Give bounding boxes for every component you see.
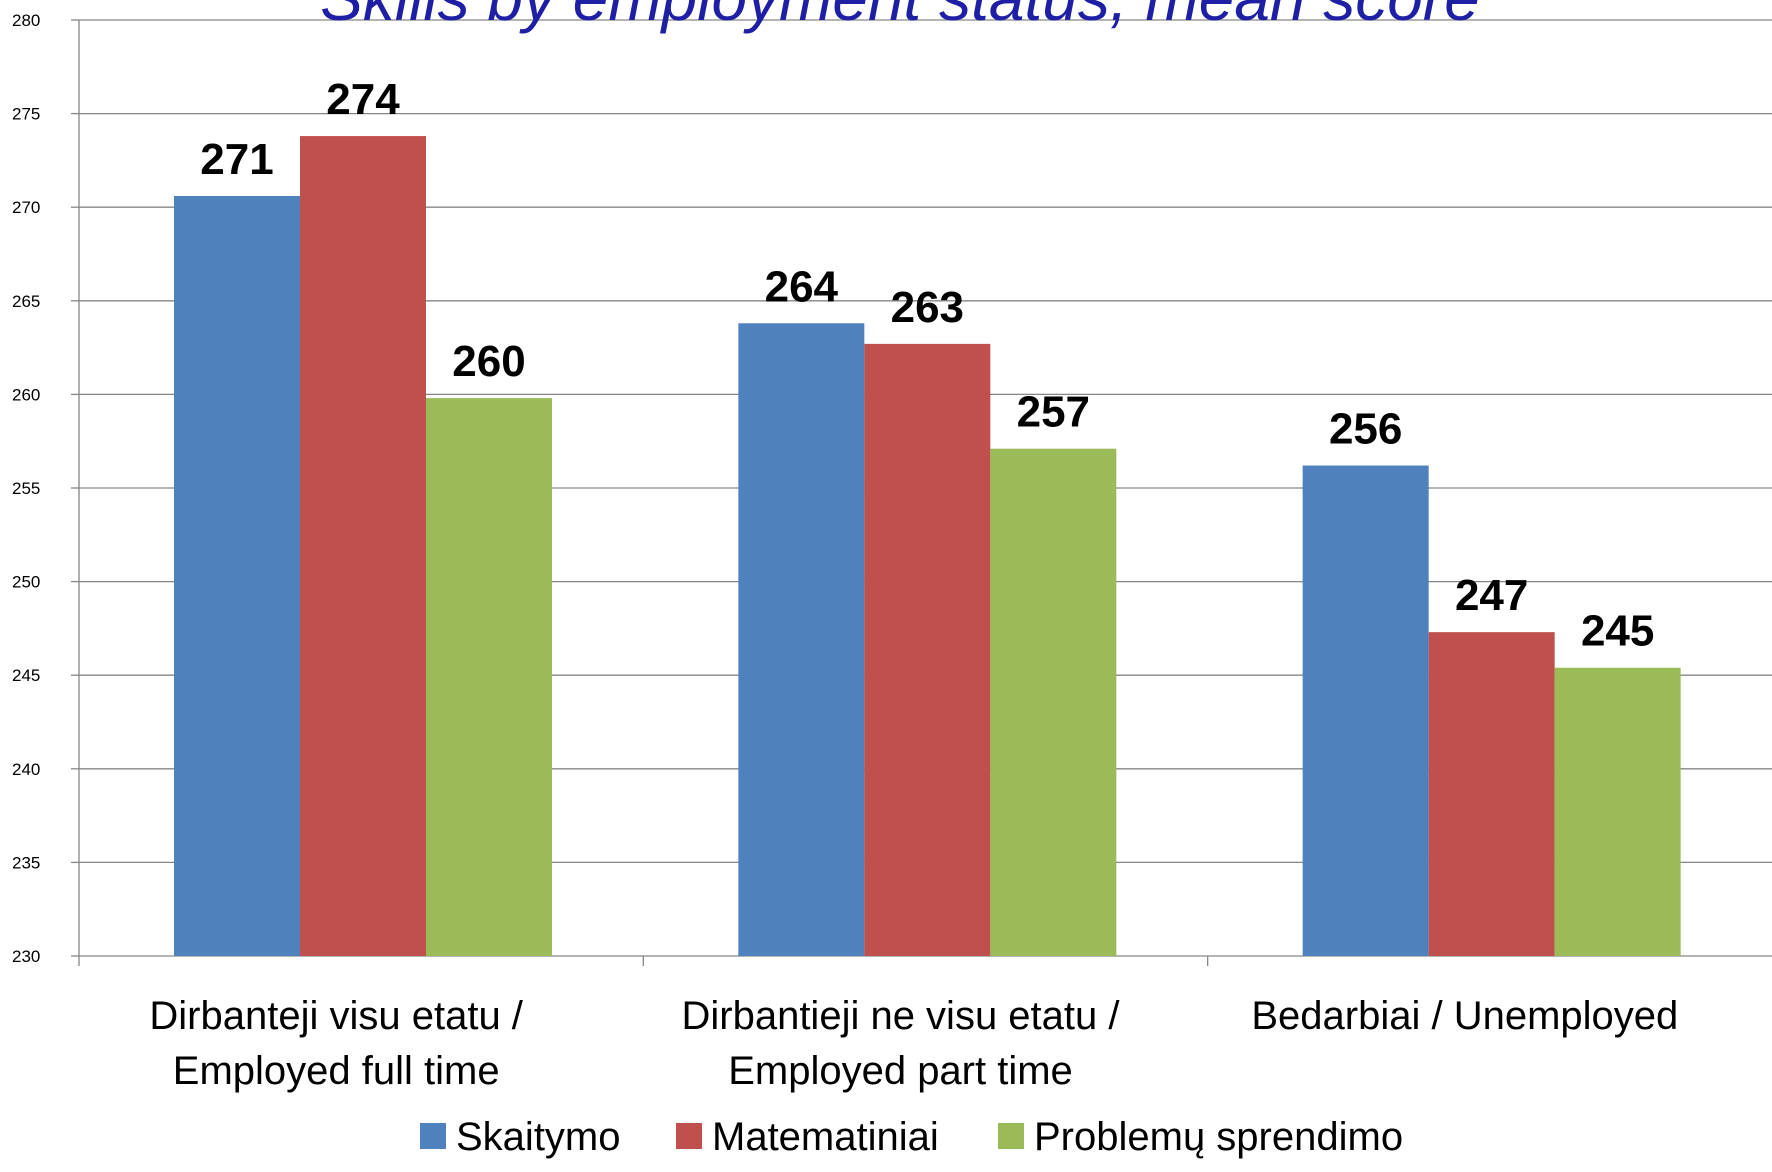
legend-label: Matematiniai bbox=[712, 1115, 939, 1159]
bar bbox=[738, 323, 865, 956]
bar bbox=[990, 448, 1117, 956]
data-label: 271 bbox=[200, 135, 273, 184]
chart-title: Skills by employment status, mean score bbox=[320, 0, 1480, 34]
y-tick-label: 270 bbox=[12, 198, 40, 217]
y-tick-label: 245 bbox=[12, 666, 40, 685]
data-label: 256 bbox=[1329, 405, 1402, 454]
bar bbox=[1428, 632, 1555, 956]
bar bbox=[174, 195, 300, 956]
y-tick-label: 235 bbox=[12, 853, 40, 872]
category-label: Employed part time bbox=[728, 1049, 1073, 1093]
y-tick-label: 275 bbox=[12, 105, 40, 124]
y-tick-label: 260 bbox=[12, 385, 40, 404]
legend-label: Problemų sprendimo bbox=[1034, 1115, 1403, 1159]
legend-swatch bbox=[420, 1123, 446, 1149]
bar bbox=[864, 343, 991, 957]
data-label: 245 bbox=[1581, 607, 1654, 656]
category-label: Dirbantieji ne visu etatu / bbox=[681, 994, 1120, 1038]
legend-label: Skaitymo bbox=[456, 1115, 621, 1159]
y-tick-label: 255 bbox=[12, 479, 40, 498]
category-label: Dirbanteji visu etatu / bbox=[149, 994, 523, 1038]
y-tick-label: 250 bbox=[12, 573, 40, 592]
legend-swatch bbox=[998, 1123, 1024, 1149]
data-label: 260 bbox=[452, 337, 525, 386]
y-tick-label: 280 bbox=[12, 11, 40, 30]
legend-swatch bbox=[676, 1123, 702, 1149]
bar bbox=[1302, 465, 1429, 956]
bar bbox=[300, 136, 426, 957]
y-tick-label: 240 bbox=[12, 760, 40, 779]
data-label: 257 bbox=[1017, 388, 1090, 437]
category-label: Bedarbiai / Unemployed bbox=[1251, 994, 1678, 1038]
data-label: 264 bbox=[765, 262, 839, 311]
data-label: 263 bbox=[891, 283, 964, 332]
y-tick-label: 265 bbox=[12, 292, 40, 311]
category-label: Employed full time bbox=[173, 1049, 500, 1093]
data-label: 274 bbox=[326, 75, 400, 124]
y-tick-label: 230 bbox=[12, 947, 40, 966]
bar bbox=[426, 398, 552, 956]
bar bbox=[1554, 667, 1681, 956]
data-label: 247 bbox=[1455, 571, 1528, 620]
